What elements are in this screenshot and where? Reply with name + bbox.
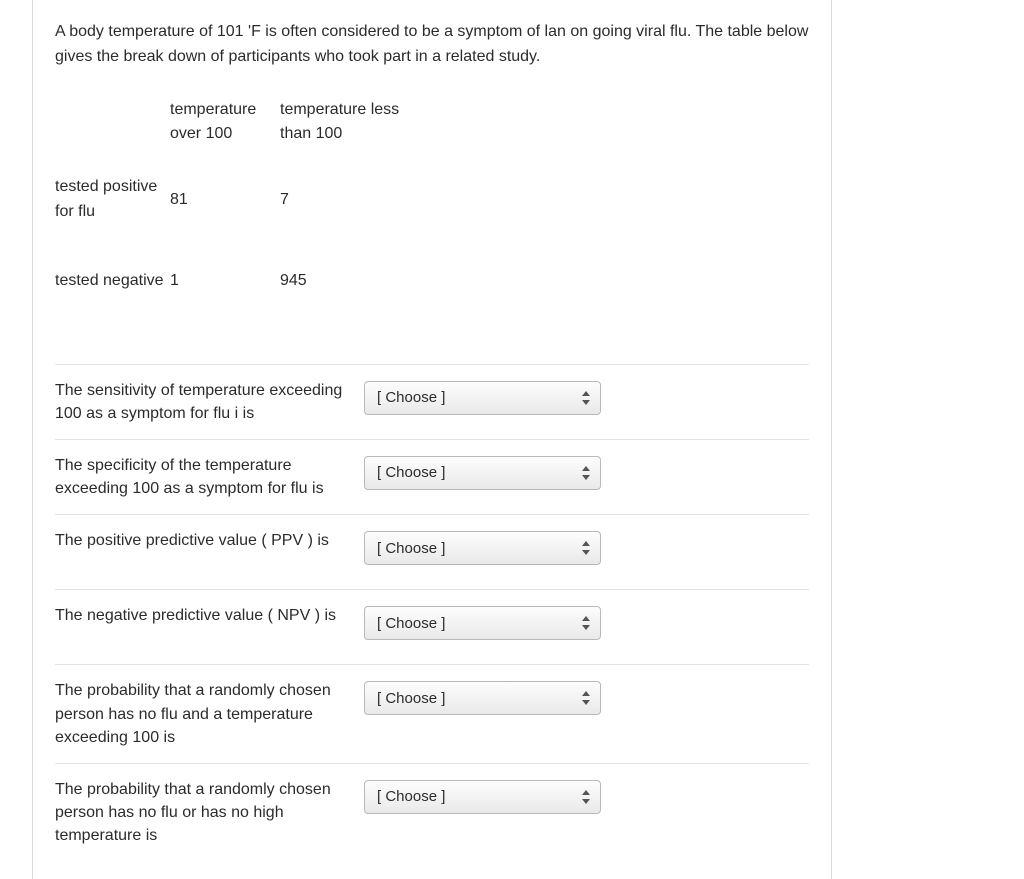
chevron-updown-icon xyxy=(582,464,592,482)
question-row-specificity: The specificity of the temperature excee… xyxy=(55,439,809,514)
dropdown-label: [ Choose ] xyxy=(377,540,445,557)
dropdown-sensitivity[interactable]: [ Choose ] xyxy=(364,381,601,415)
cell-positive-over: 81 xyxy=(170,175,280,269)
dropdown-wrap: [ Choose ] xyxy=(364,454,601,490)
question-card: A body temperature of 101 'F is often co… xyxy=(32,0,832,879)
dropdown-wrap: [ Choose ] xyxy=(364,679,601,715)
question-row-prob-no-flu-or-no-high-temp: The probability that a randomly chosen p… xyxy=(55,763,809,862)
cell-negative-less: 945 xyxy=(280,269,420,294)
dropdown-specificity[interactable]: [ Choose ] xyxy=(364,456,601,490)
chevron-updown-icon xyxy=(582,689,592,707)
dropdown-wrap: [ Choose ] xyxy=(364,529,601,565)
dropdown-wrap: [ Choose ] xyxy=(364,778,601,814)
chevron-updown-icon xyxy=(582,788,592,806)
prompt-sensitivity: The sensitivity of temperature exceeding… xyxy=(55,379,364,425)
dropdown-label: [ Choose ] xyxy=(377,389,445,406)
row-label-negative: tested negative xyxy=(55,269,170,294)
dropdown-prob-or[interactable]: [ Choose ] xyxy=(364,780,601,814)
page: A body temperature of 101 'F is often co… xyxy=(0,0,1024,879)
prompt-npv: The negative predictive value ( NPV ) is xyxy=(55,604,364,627)
dropdown-label: [ Choose ] xyxy=(377,615,445,632)
question-row-ppv: The positive predictive value ( PPV ) is… xyxy=(55,514,809,589)
table-header-over: temperature over 100 xyxy=(170,98,280,176)
table-header-less: temperature less than 100 xyxy=(280,98,420,176)
cell-negative-over: 1 xyxy=(170,269,280,294)
prompt-prob-or: The probability that a randomly chosen p… xyxy=(55,778,364,848)
contingency-table: temperature over 100 temperature less th… xyxy=(55,98,420,294)
dropdown-prob-and[interactable]: [ Choose ] xyxy=(364,681,601,715)
question-intro-text: A body temperature of 101 'F is often co… xyxy=(55,20,809,70)
table-row: tested positive for flu 81 7 xyxy=(55,175,420,269)
dropdown-label: [ Choose ] xyxy=(377,690,445,707)
chevron-updown-icon xyxy=(582,539,592,557)
row-label-positive: tested positive for flu xyxy=(55,175,170,269)
prompt-prob-and: The probability that a randomly chosen p… xyxy=(55,679,364,749)
dropdown-wrap: [ Choose ] xyxy=(364,379,601,415)
question-row-sensitivity: The sensitivity of temperature exceeding… xyxy=(55,364,809,439)
dropdown-npv[interactable]: [ Choose ] xyxy=(364,606,601,640)
prompt-ppv: The positive predictive value ( PPV ) is xyxy=(55,529,364,552)
dropdown-label: [ Choose ] xyxy=(377,464,445,481)
cell-positive-less: 7 xyxy=(280,175,420,269)
question-row-npv: The negative predictive value ( NPV ) is… xyxy=(55,589,809,664)
dropdown-wrap: [ Choose ] xyxy=(364,604,601,640)
chevron-updown-icon xyxy=(582,389,592,407)
chevron-updown-icon xyxy=(582,614,592,632)
question-row-prob-no-flu-and-high-temp: The probability that a randomly chosen p… xyxy=(55,664,809,763)
table-header-blank xyxy=(55,98,170,176)
dropdown-ppv[interactable]: [ Choose ] xyxy=(364,531,601,565)
table-header-row: temperature over 100 temperature less th… xyxy=(55,98,420,176)
dropdown-label: [ Choose ] xyxy=(377,788,445,805)
table-row: tested negative 1 945 xyxy=(55,269,420,294)
prompt-specificity: The specificity of the temperature excee… xyxy=(55,454,364,500)
